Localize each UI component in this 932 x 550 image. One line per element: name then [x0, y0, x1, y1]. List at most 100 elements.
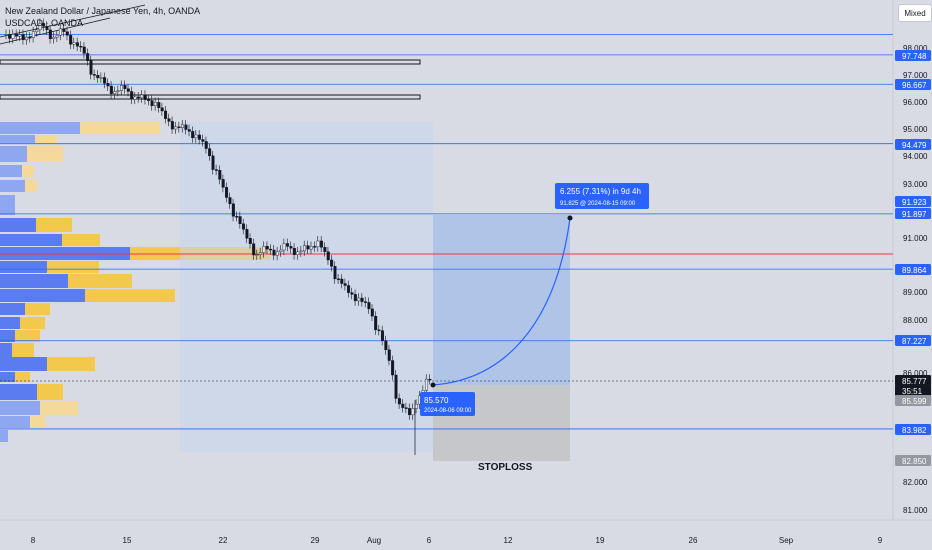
candle-body	[208, 148, 212, 157]
trendline-lower[interactable]	[0, 17, 111, 45]
candle-body	[282, 243, 286, 251]
trendline-upper[interactable]	[0, 4, 146, 38]
candle-body	[286, 243, 290, 247]
candle-body	[272, 249, 276, 256]
candle-body	[336, 278, 340, 281]
target-label-text: 6.255 (7.31%) in 9d 4h	[560, 187, 641, 196]
price-tick-label: 91.000	[903, 234, 928, 243]
candle-body	[42, 23, 46, 27]
vp-row	[25, 180, 37, 192]
candle-body	[103, 77, 107, 84]
price-tick-label: 89.000	[903, 288, 928, 297]
candle-body	[147, 99, 151, 101]
candle-body	[333, 266, 337, 280]
candle-body	[404, 407, 408, 409]
candle-body	[157, 102, 161, 108]
target-point[interactable]	[567, 215, 573, 221]
price-tag-text: 96.667	[902, 81, 927, 90]
candle-body	[153, 102, 157, 107]
time-tick-label: Aug	[367, 536, 381, 545]
entry-time-text: 2024-08-06 09:00	[424, 408, 472, 414]
zone-rectangle[interactable]	[0, 94, 421, 100]
candle-body	[387, 349, 391, 361]
entry-label-box	[420, 392, 475, 416]
candle-body	[265, 246, 269, 250]
price-tag-text: 89.864	[902, 266, 927, 275]
vp-row	[0, 357, 47, 371]
candle-body	[303, 245, 307, 252]
candle-body	[258, 252, 262, 255]
zone-rectangle[interactable]	[0, 59, 421, 65]
vp-row	[0, 261, 47, 273]
candle-body	[374, 315, 378, 331]
candle-body	[411, 408, 415, 416]
target-label-box	[555, 183, 649, 209]
price-tick-label: 96.000	[903, 98, 928, 107]
time-axis[interactable]: 8 15 22 29 Aug 6 12 19 26 Sep 9	[31, 536, 883, 545]
candle-body	[228, 197, 232, 205]
candle-body	[181, 124, 185, 128]
vp-row	[0, 289, 85, 302]
candle-body	[380, 330, 384, 341]
candle-body	[4, 34, 8, 36]
candle-body	[347, 285, 351, 293]
candle-body	[45, 26, 49, 31]
price-tag-text: 35:51	[902, 387, 923, 396]
candle-body	[25, 36, 29, 41]
candle-body	[252, 243, 256, 256]
candle-body	[62, 28, 66, 32]
price-tag-text: 82.850	[902, 457, 927, 466]
range-box[interactable]	[180, 122, 433, 452]
candle-body	[204, 141, 208, 149]
candle-body	[136, 96, 140, 99]
projection-curve[interactable]	[432, 217, 571, 386]
vp-row	[0, 416, 30, 428]
candle-body	[170, 121, 174, 130]
candle-body	[316, 240, 320, 248]
candle-body	[279, 249, 283, 253]
candle-body	[106, 83, 110, 87]
candle-body	[14, 34, 18, 37]
candle-body	[160, 107, 164, 112]
candle-body	[143, 94, 147, 100]
candle-body	[323, 247, 327, 252]
price-tick-label: 81.000	[903, 506, 928, 515]
candle-body	[82, 46, 86, 54]
candle-body	[211, 155, 215, 170]
price-tag	[895, 424, 931, 435]
candle-body	[35, 29, 39, 32]
candle-body	[238, 216, 242, 224]
time-tick-label: 15	[123, 536, 132, 545]
entry-point[interactable]	[430, 382, 436, 388]
price-tag	[895, 208, 931, 219]
candle-body	[394, 374, 398, 399]
vp-row	[0, 234, 62, 246]
price-tag-text: 91.897	[902, 210, 927, 219]
vp-row	[47, 261, 99, 273]
scale-mode-button[interactable]: Mixed	[898, 4, 932, 22]
candle-body	[340, 278, 344, 284]
price-tag-text: 85.599	[902, 397, 927, 406]
vp-row	[20, 317, 45, 329]
vp-row	[0, 165, 22, 177]
vp-row	[37, 384, 63, 400]
candle-body	[72, 42, 76, 45]
candle-body	[299, 250, 303, 253]
candle-body	[425, 378, 429, 391]
candle-body	[364, 301, 368, 303]
candle-body	[194, 134, 198, 139]
vp-row	[0, 303, 25, 315]
price-axis[interactable]: 98.000 97.000 96.000 95.000 94.000 93.000 91.0…	[903, 44, 928, 515]
price-tag	[895, 79, 931, 90]
vp-row	[22, 165, 34, 177]
candle-body	[289, 246, 293, 249]
vp-row	[12, 343, 34, 357]
vp-row	[85, 289, 175, 302]
time-tick-label: 26	[689, 536, 698, 545]
candle-body	[313, 246, 317, 248]
candle-body	[306, 245, 310, 250]
candle-body	[187, 129, 191, 132]
vp-row	[35, 135, 57, 143]
